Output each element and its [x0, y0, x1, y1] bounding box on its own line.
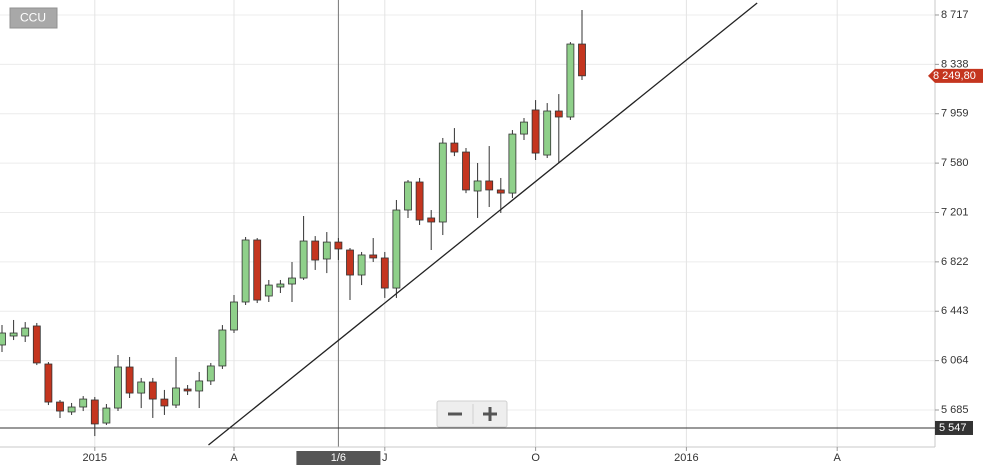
candle-body	[404, 181, 412, 211]
candle-body	[508, 133, 517, 194]
candle-body	[9, 332, 18, 337]
crosshair-label-box	[296, 451, 381, 465]
candle-body	[114, 366, 122, 409]
candle-body	[253, 239, 262, 301]
candle-body	[195, 380, 204, 392]
y-tick-label: 6 443	[941, 305, 969, 317]
candle-body	[485, 180, 494, 191]
last-price-box	[928, 68, 983, 83]
candle-body	[496, 189, 505, 194]
x-tick-label: A	[834, 452, 842, 464]
y-tick-label: 7 959	[941, 108, 969, 120]
symbol-label: CCU	[20, 11, 46, 25]
candle-body	[380, 257, 389, 289]
candle-body	[288, 277, 296, 285]
candle-body	[56, 401, 64, 412]
marks	[0, 10, 586, 437]
zoom-controls	[436, 400, 508, 428]
level-label: 5 547	[939, 422, 967, 434]
y-tick-label: 7 580	[941, 157, 969, 169]
candle-body	[276, 283, 285, 288]
candle-body	[172, 387, 180, 406]
candle-body	[473, 180, 482, 192]
x-tick-label: J	[382, 452, 388, 464]
y-tick-label: 5 685	[941, 404, 969, 416]
x-tick-label: O	[531, 452, 540, 464]
candle-body	[346, 249, 354, 276]
y-tick-label: 8 717	[941, 9, 969, 21]
candle-body	[264, 284, 273, 297]
candle-body	[183, 388, 192, 392]
candle-body	[311, 240, 320, 261]
candle-body	[438, 142, 447, 223]
candle-body	[206, 365, 215, 382]
candle-body	[543, 110, 552, 156]
candle-body	[230, 301, 238, 331]
symbol-button[interactable]	[9, 7, 58, 29]
x-tick-label: 1/6	[331, 452, 346, 464]
level-label-box	[935, 420, 973, 435]
y-tick-label: 7 201	[941, 206, 969, 218]
candle-body	[450, 142, 459, 153]
y-tick-label: 6 822	[941, 256, 969, 268]
candle-body	[578, 43, 586, 77]
last-price-label: 8 249,80	[933, 70, 976, 82]
candle-body	[241, 239, 250, 303]
candle-body	[357, 254, 366, 276]
candle-body	[334, 241, 343, 250]
candle-body	[21, 327, 30, 337]
candle-body	[160, 398, 169, 407]
candle-body	[44, 363, 53, 403]
candle-body	[462, 151, 470, 191]
y-tick-label: 6 064	[941, 355, 969, 367]
candle-body	[369, 254, 378, 259]
candle-body	[322, 241, 331, 260]
candle-body	[0, 332, 6, 346]
candle-body	[32, 325, 41, 364]
candle-body	[427, 217, 436, 223]
candle-body	[299, 240, 308, 279]
candle-body	[520, 121, 528, 135]
candle-body	[415, 181, 424, 221]
candle-body	[137, 381, 146, 394]
candle-body	[566, 43, 575, 118]
candle-body	[218, 329, 227, 367]
candle-body	[148, 381, 157, 400]
candle-body	[125, 366, 134, 394]
candle-body	[531, 109, 540, 154]
candle-body	[90, 399, 99, 425]
x-tick-label: 2015	[83, 452, 107, 464]
candle-body	[67, 406, 76, 413]
trend-line	[208, 2, 758, 446]
x-tick-label: 2016	[674, 452, 698, 464]
candle-body	[392, 209, 401, 289]
candle-body	[554, 110, 563, 118]
candle-body	[79, 398, 88, 408]
y-tick-label: 8 338	[941, 58, 969, 70]
x-tick-label: A	[230, 452, 238, 464]
candle-body	[102, 407, 111, 424]
